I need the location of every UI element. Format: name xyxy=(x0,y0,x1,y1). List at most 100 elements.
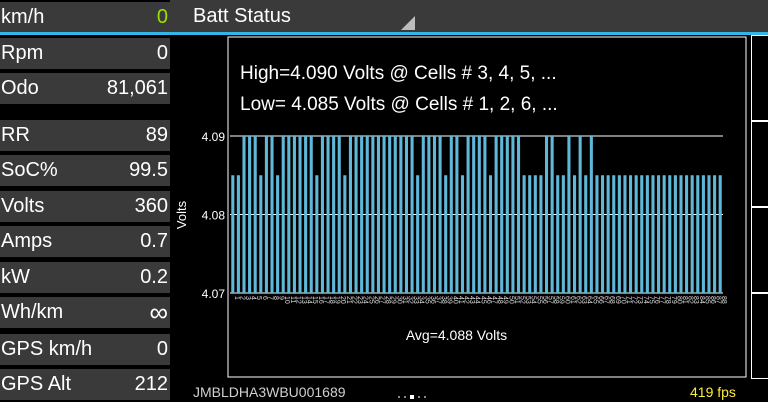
gauge-row-wh-km[interactable]: Wh/km ∞ xyxy=(0,297,170,328)
x-tick-label: 62 xyxy=(575,296,582,304)
bar-cell-43 xyxy=(466,136,470,293)
side-panel-cell[interactable] xyxy=(751,293,768,379)
x-tick-label: 43 xyxy=(468,296,475,304)
bar-cell-76 xyxy=(651,175,655,293)
x-tick-label: 21 xyxy=(345,296,352,304)
gauge-row-gps-alt[interactable]: GPS Alt 212 xyxy=(0,369,170,400)
x-tick-label: 11 xyxy=(289,296,296,303)
bar-cell-19 xyxy=(332,136,336,293)
x-tick-label: 2 xyxy=(238,296,245,300)
bar-cell-3 xyxy=(242,136,246,293)
bar-cell-41 xyxy=(455,136,459,293)
bar-cell-81 xyxy=(679,175,683,293)
gauge-value: 212 xyxy=(134,373,168,395)
x-tick-label: 52 xyxy=(519,296,526,304)
x-tick-label: 12 xyxy=(294,296,301,304)
page-dot[interactable] xyxy=(410,394,414,399)
side-panel-cell[interactable] xyxy=(751,35,768,121)
x-tick-label: 40 xyxy=(451,296,458,304)
bar-cell-39 xyxy=(444,175,448,293)
fps-counter: 419 fps xyxy=(690,384,736,400)
side-panel-cell[interactable] xyxy=(751,207,768,293)
x-tick-label: 48 xyxy=(496,296,503,304)
page-indicator[interactable] xyxy=(398,388,430,402)
gauge-row-gps-km-h[interactable]: GPS km/h 0 xyxy=(0,334,170,365)
gauge-label: km/h xyxy=(1,6,45,28)
x-tick-label: 75 xyxy=(647,296,654,304)
bar-cell-45 xyxy=(477,136,481,293)
bar-cell-83 xyxy=(690,175,694,293)
page-dot[interactable] xyxy=(398,395,400,398)
bar-cell-75 xyxy=(645,175,649,293)
x-tick-label: 53 xyxy=(524,296,531,304)
gauge-row-rpm[interactable]: Rpm 0 xyxy=(0,38,170,69)
bar-cell-80 xyxy=(673,175,677,293)
bar-cell-24 xyxy=(360,136,364,293)
x-tick-label: 88 xyxy=(720,296,727,304)
bar-cell-42 xyxy=(460,175,465,293)
bar-cell-51 xyxy=(511,136,515,293)
x-tick-label: 77 xyxy=(659,296,666,304)
x-tick-label: 8 xyxy=(272,296,279,300)
x-tick-label: 58 xyxy=(552,296,559,304)
gauge-row-rr[interactable]: RR 89 xyxy=(0,120,170,151)
x-tick-label: 63 xyxy=(580,296,587,304)
x-tick-label: 3 xyxy=(244,296,251,300)
x-tick-label: 45 xyxy=(479,296,486,304)
gauge-panel: km/h 0 Rpm 0 Odo 81,061 RR 89 SoC% 99.5 Volts 360 Am… xyxy=(0,0,170,402)
bar-cell-85 xyxy=(701,175,705,293)
x-tick-label: 28 xyxy=(384,296,391,304)
bar-cell-9 xyxy=(276,175,280,293)
page-dot[interactable] xyxy=(404,395,406,398)
gauge-value: 0.2 xyxy=(140,266,168,288)
x-tick-label: 22 xyxy=(350,296,357,304)
x-tick-label: 70 xyxy=(619,296,626,304)
bar-cell-54 xyxy=(528,175,532,293)
x-tick-label: 49 xyxy=(502,296,509,304)
gauge-label: kW xyxy=(1,266,30,288)
x-tick-label: 14 xyxy=(306,296,313,304)
gauge-value: 0 xyxy=(156,6,168,28)
bar-cell-25 xyxy=(365,136,369,293)
page-title: Batt Status xyxy=(193,5,291,27)
bar-cell-6 xyxy=(259,175,263,293)
x-tick-label: 71 xyxy=(625,296,632,304)
x-tick-label: 13 xyxy=(300,296,307,304)
x-tick-label: 76 xyxy=(653,296,660,304)
x-tick-label: 10 xyxy=(283,296,290,304)
gauge-value: 0.7 xyxy=(140,230,168,252)
dropdown-corner-icon[interactable] xyxy=(401,16,415,30)
y-axis-label: Volts xyxy=(174,200,189,229)
gauge-label: Amps xyxy=(1,230,53,252)
bar-cell-14 xyxy=(304,136,308,293)
gauge-label: Volts xyxy=(1,195,45,217)
bar-cell-87 xyxy=(713,175,717,293)
bar-cell-26 xyxy=(371,136,375,293)
gauge-row-km-h[interactable]: km/h 0 xyxy=(0,2,170,33)
x-tick-label: 55 xyxy=(535,296,542,304)
x-tick-label: 67 xyxy=(603,296,610,304)
gauge-row-kw[interactable]: kW 0.2 xyxy=(0,262,170,293)
gauge-value: 81,061 xyxy=(106,77,168,99)
bar-cell-53 xyxy=(522,175,526,293)
bar-cell-58 xyxy=(550,136,554,293)
x-tick-label: 35 xyxy=(423,296,430,304)
x-tick-label: 41 xyxy=(457,296,464,304)
x-tick-label: 85 xyxy=(703,296,710,304)
bar-cell-12 xyxy=(292,136,296,293)
x-tick-label: 44 xyxy=(474,296,481,304)
gauge-row-odo[interactable]: Odo 81,061 xyxy=(0,73,170,104)
page-dot[interactable] xyxy=(424,395,426,398)
bar-cell-77 xyxy=(657,175,661,293)
gauge-label: Wh/km xyxy=(1,301,64,323)
gauge-row-soc[interactable]: SoC% 99.5 xyxy=(0,155,170,186)
page-dot[interactable] xyxy=(418,395,420,398)
gauge-label: Odo xyxy=(1,77,39,99)
side-panel-cell[interactable] xyxy=(751,121,768,207)
gauge-row-volts[interactable]: Volts 360 xyxy=(0,191,170,222)
side-panel xyxy=(748,35,768,402)
bar-cell-49 xyxy=(500,136,504,293)
bar-cell-82 xyxy=(685,175,689,293)
gauge-row-amps[interactable]: Amps 0.7 xyxy=(0,226,170,257)
bar-cell-36 xyxy=(427,136,431,293)
